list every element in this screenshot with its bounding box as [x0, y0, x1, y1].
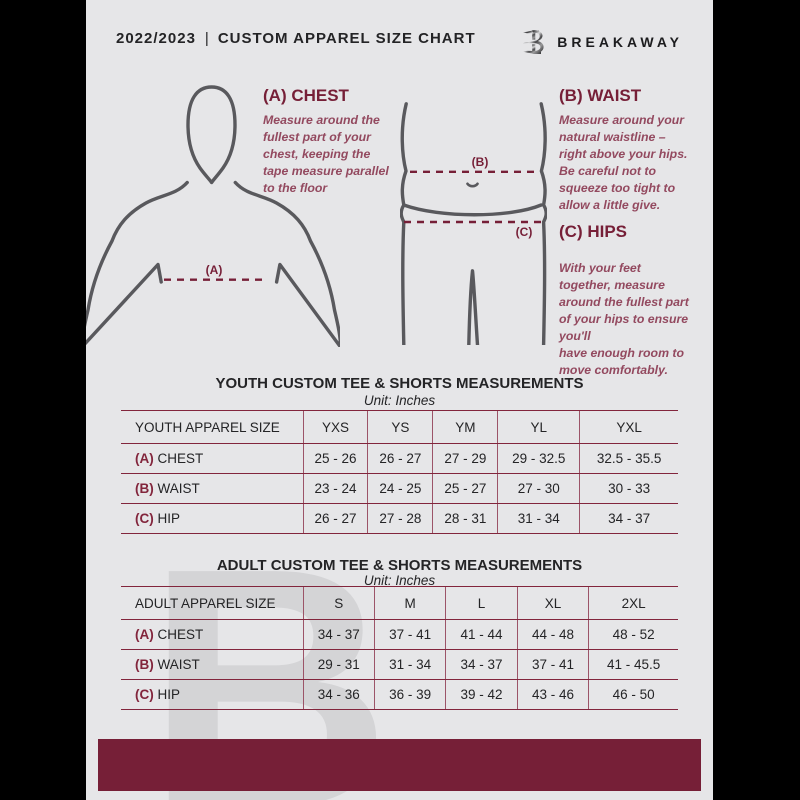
- svg-text:(A): (A): [206, 263, 223, 277]
- svg-text:(B): (B): [472, 155, 489, 169]
- svg-text:(C): (C): [516, 225, 533, 239]
